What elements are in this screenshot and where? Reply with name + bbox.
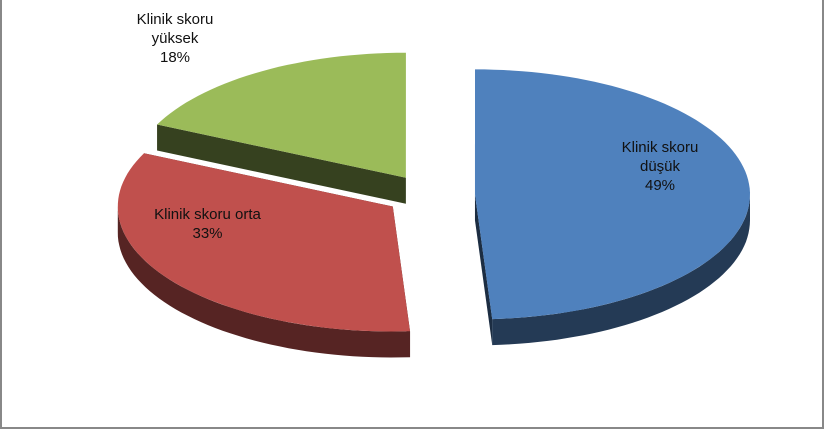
category-label: Klinik skoru orta — [154, 206, 261, 223]
slice-wall — [492, 194, 750, 346]
category-label: Klinik skoru yüksek — [136, 11, 214, 47]
data-label: Klinik skoru düşük 49% — [605, 138, 715, 195]
pie-slice — [157, 52, 406, 204]
slice-top — [117, 153, 411, 332]
data-label: Klinik skoru yüksek 18% — [120, 10, 230, 67]
pie-slice — [474, 69, 750, 346]
slice-top — [474, 69, 750, 320]
category-label: Klinik skoru düşük — [621, 139, 699, 175]
slice-wall — [117, 206, 411, 358]
value-label: 18% — [159, 49, 191, 66]
slice-side — [474, 194, 493, 346]
pie-slice — [117, 153, 411, 358]
slice-side — [157, 124, 406, 204]
data-label: Klinik skoru orta 33% — [115, 205, 300, 243]
value-label: 33% — [192, 225, 223, 242]
slice-top — [157, 52, 406, 178]
value-label: 49% — [644, 177, 676, 194]
